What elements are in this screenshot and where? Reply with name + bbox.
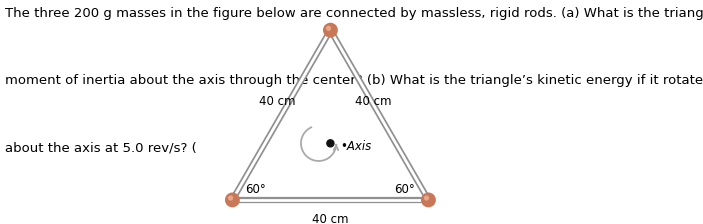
Circle shape	[225, 192, 240, 207]
Text: 40 cm: 40 cm	[259, 95, 296, 108]
Circle shape	[421, 192, 436, 207]
Text: 40 cm: 40 cm	[312, 213, 349, 224]
Text: 40 cm: 40 cm	[355, 95, 392, 108]
Text: •Axis: •Axis	[340, 140, 371, 153]
Text: 60°: 60°	[394, 183, 415, 196]
Text: about the axis at 5.0 rev/s? (: about the axis at 5.0 rev/s? (	[5, 141, 197, 154]
Circle shape	[228, 196, 233, 201]
Text: The three 200 g masses in the figure below are connected by massless, rigid rods: The three 200 g masses in the figure bel…	[5, 7, 703, 20]
Text: moment of inertia about the axis through the center? (b) What is the triangle’s : moment of inertia about the axis through…	[5, 74, 703, 87]
Text: 60°: 60°	[245, 183, 266, 196]
Circle shape	[323, 23, 338, 38]
Circle shape	[424, 196, 429, 201]
Circle shape	[327, 140, 334, 147]
Circle shape	[326, 26, 331, 31]
